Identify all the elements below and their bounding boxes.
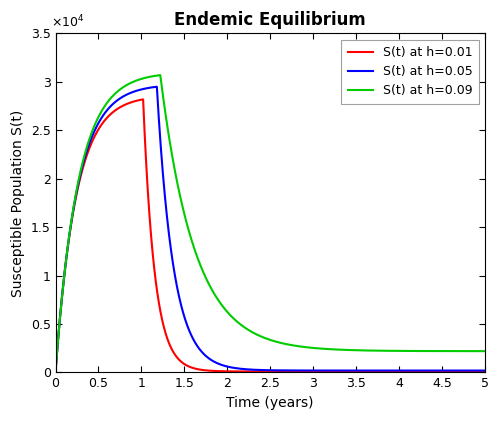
S(t) at h=0.09 xyxy=(218,301,224,306)
S(t) at h=0.05 xyxy=(52,369,59,374)
S(t) at h=0.05 xyxy=(474,368,480,373)
S(t) at h=0.09 xyxy=(236,321,242,326)
S(t) at h=0.01 xyxy=(428,369,434,374)
Line: S(t) at h=0.01: S(t) at h=0.01 xyxy=(56,99,485,371)
S(t) at h=0.01 xyxy=(127,100,133,105)
S(t) at h=0.05 xyxy=(218,362,224,367)
S(t) at h=0.01 xyxy=(52,369,59,374)
S(t) at h=0.09 xyxy=(482,349,488,354)
S(t) at h=0.01 xyxy=(474,369,480,374)
S(t) at h=0.01 xyxy=(482,369,488,374)
S(t) at h=0.09 xyxy=(127,81,133,86)
S(t) at h=0.05 xyxy=(236,366,242,371)
S(t) at h=0.01 xyxy=(236,369,242,374)
S(t) at h=0.05 xyxy=(127,91,133,96)
Line: S(t) at h=0.09: S(t) at h=0.09 xyxy=(56,75,485,371)
Y-axis label: Susceptible Population S(t): Susceptible Population S(t) xyxy=(11,109,25,296)
S(t) at h=0.05 xyxy=(482,368,488,373)
S(t) at h=0.09 xyxy=(52,369,59,374)
S(t) at h=0.05 xyxy=(428,368,434,373)
S(t) at h=0.01 xyxy=(218,369,224,374)
S(t) at h=0.01 xyxy=(140,97,146,102)
S(t) at h=0.09 xyxy=(474,349,480,354)
Title: Endemic Equilibrium: Endemic Equilibrium xyxy=(174,11,366,29)
Text: $\times 10^4$: $\times 10^4$ xyxy=(51,13,84,30)
S(t) at h=0.09 xyxy=(157,72,163,77)
Line: S(t) at h=0.05: S(t) at h=0.05 xyxy=(56,87,485,371)
S(t) at h=0.01 xyxy=(102,118,107,123)
S(t) at h=0.05 xyxy=(102,111,107,116)
S(t) at h=0.09 xyxy=(428,349,434,354)
S(t) at h=0.05 xyxy=(154,84,160,89)
Legend: S(t) at h=0.01, S(t) at h=0.05, S(t) at h=0.09: S(t) at h=0.01, S(t) at h=0.05, S(t) at … xyxy=(342,40,478,104)
X-axis label: Time (years): Time (years) xyxy=(226,396,314,410)
S(t) at h=0.09 xyxy=(102,104,107,109)
